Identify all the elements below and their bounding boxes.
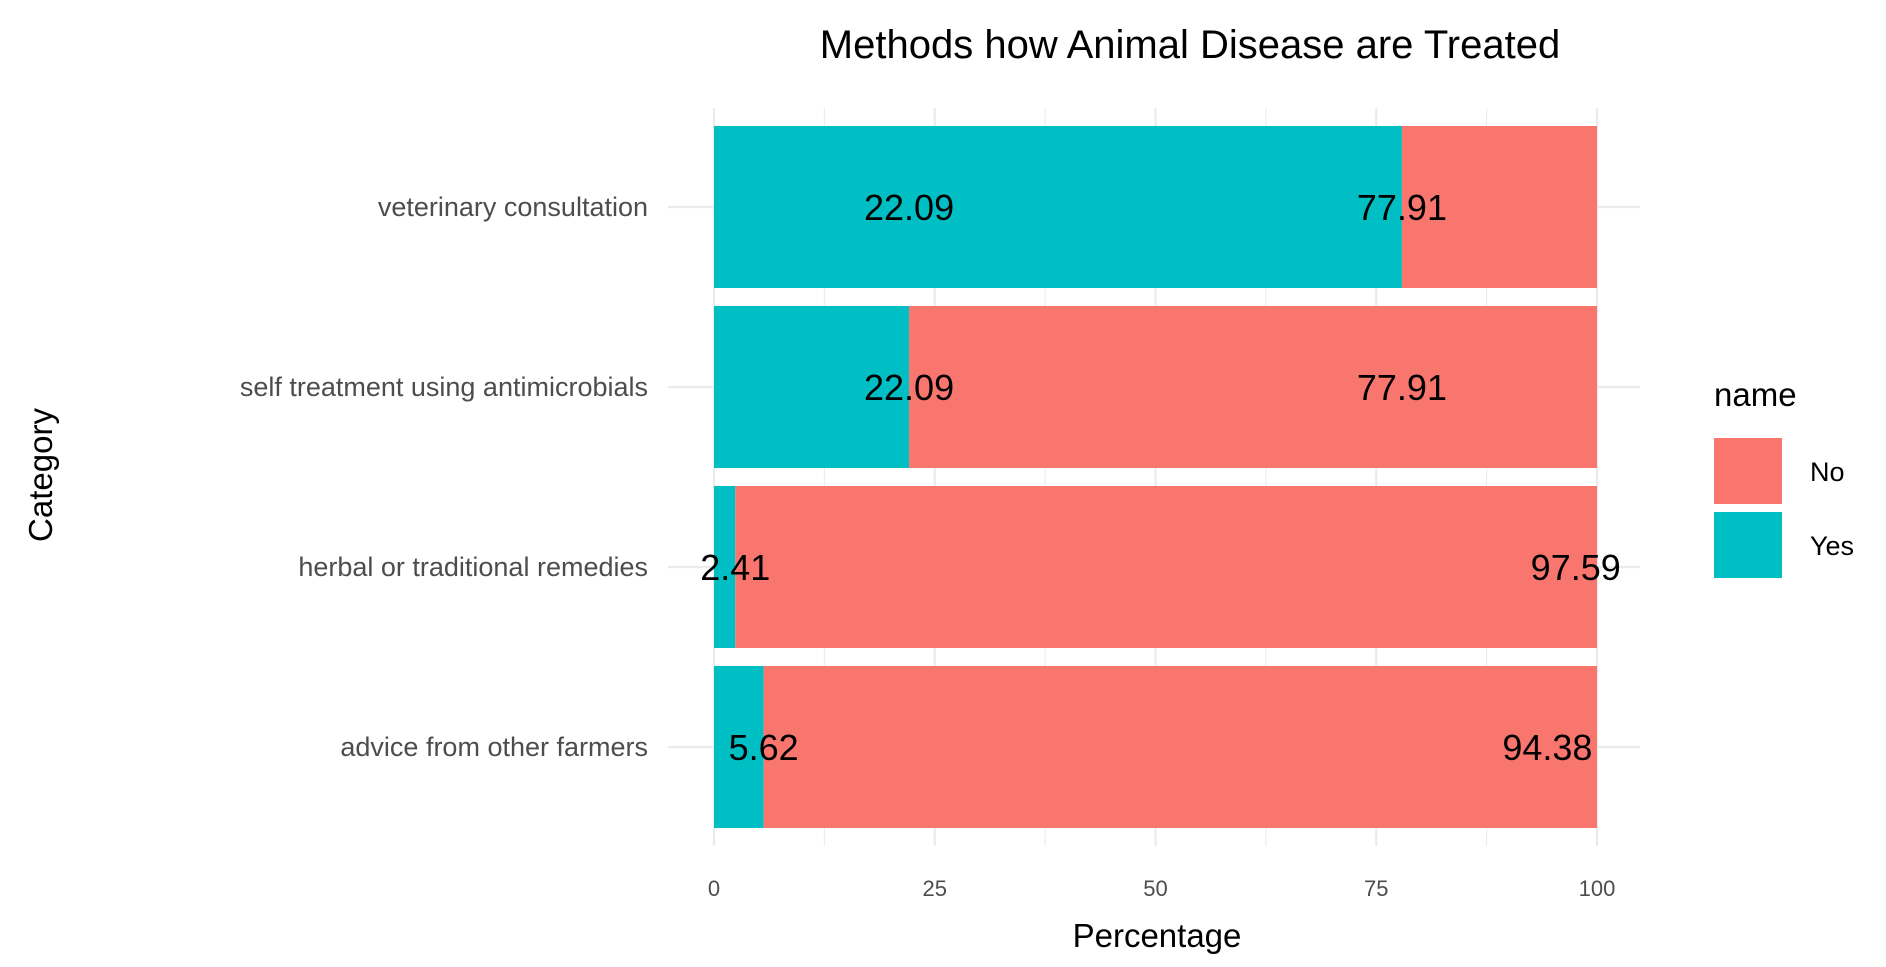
- bar-yes: [714, 126, 1402, 288]
- data-label: 2.41: [700, 547, 770, 588]
- category-label: self treatment using antimicrobials: [240, 372, 648, 402]
- data-label: 94.38: [1502, 727, 1592, 768]
- bar-yes: [714, 306, 910, 468]
- data-labels: 22.09 77.91 22.09 77.91 2.41 97.59 5.62 94.38: [700, 187, 1621, 768]
- category-label: herbal or traditional remedies: [298, 552, 648, 582]
- x-tick-label: 75: [1364, 876, 1388, 901]
- bars: [714, 126, 1597, 828]
- data-label: 22.09: [864, 367, 954, 408]
- x-tick-label: 25: [923, 876, 947, 901]
- y-axis-title: Category: [22, 408, 59, 542]
- data-label: 22.09: [864, 187, 954, 228]
- data-label: 97.59: [1531, 547, 1621, 588]
- category-label: veterinary consultation: [378, 192, 648, 222]
- x-tick-label: 50: [1143, 876, 1167, 901]
- data-label: 77.91: [1357, 187, 1447, 228]
- legend-key-yes: [1714, 512, 1782, 578]
- bar-yes: [714, 486, 736, 648]
- bar-yes: [714, 666, 764, 828]
- bar-no: [763, 666, 1597, 828]
- category-label: advice from other farmers: [340, 732, 648, 762]
- bar-no: [909, 306, 1597, 468]
- x-tick-label: 100: [1579, 876, 1616, 901]
- data-label: 5.62: [729, 727, 799, 768]
- chart-title: Methods how Animal Disease are Treated: [820, 23, 1560, 67]
- axes: veterinary consultation self treatment us…: [240, 192, 1616, 901]
- legend-items: No Yes: [1714, 438, 1854, 578]
- bar-no: [735, 486, 1597, 648]
- data-label: 77.91: [1357, 367, 1447, 408]
- bar-no: [1401, 126, 1597, 288]
- x-axis-title: Percentage: [1073, 917, 1242, 954]
- legend-title: name: [1714, 376, 1797, 413]
- legend-label: Yes: [1810, 531, 1854, 561]
- legend-label: No: [1810, 457, 1845, 487]
- x-tick-label: 0: [708, 876, 720, 901]
- legend: name No Yes: [1714, 376, 1854, 578]
- legend-key-no: [1714, 438, 1782, 504]
